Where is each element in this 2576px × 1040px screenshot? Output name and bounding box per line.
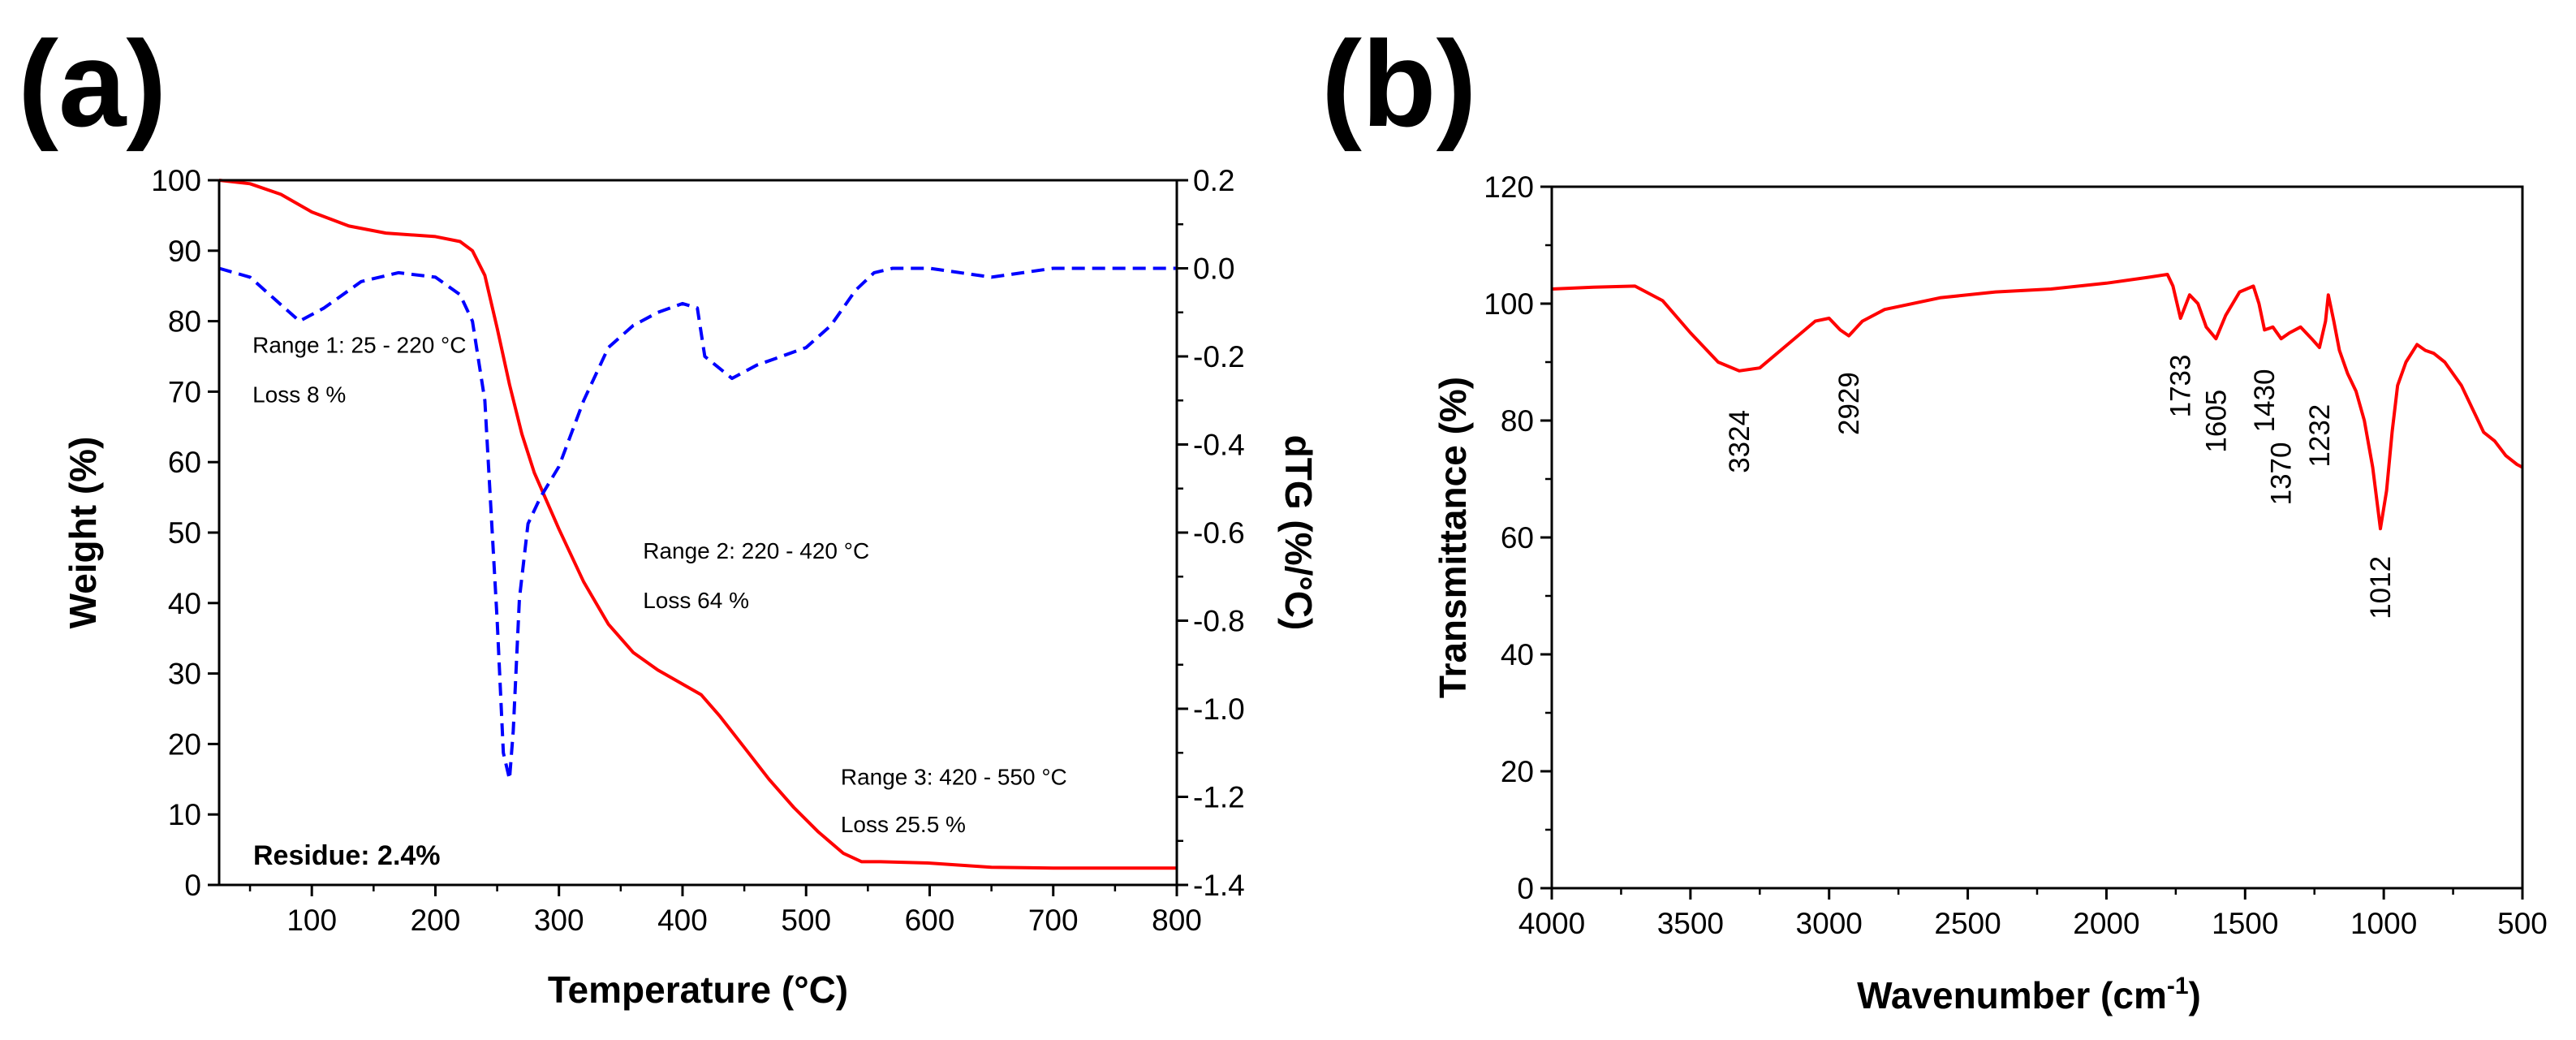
panel-a-letter: (a)	[18, 15, 166, 152]
peak-label: 1605	[2200, 390, 2232, 453]
panel-a-y2-axis-title: dTG (%/°C)	[1277, 435, 1320, 631]
panel-a-annotations: Range 1: 25 - 220 °C Loss 8 % Range 2: 220…	[252, 333, 1067, 837]
y2-tick-label: -1.2	[1193, 781, 1245, 814]
y2-tick-label: -1.0	[1193, 693, 1245, 726]
x-tick-label: 2500	[1934, 907, 2001, 940]
y-tick-label: 30	[168, 658, 201, 691]
y2-tick-label: -0.6	[1193, 516, 1245, 550]
panel-a-residue-label: Residue: 2.4%	[253, 840, 441, 871]
panel-a-y-axis-title: Weight (%)	[62, 437, 104, 629]
x-tick-label: 700	[1028, 904, 1079, 937]
panel-a-x-axis-title: Temperature (°C)	[548, 969, 848, 1011]
range-annotation: Loss 64 %	[643, 588, 749, 613]
y-tick-label: 0	[1517, 872, 1534, 905]
y-tick-label: 80	[1501, 404, 1534, 438]
y-tick-label: 20	[1501, 755, 1534, 788]
y-tick-label: 40	[168, 587, 201, 620]
panel-b-plot-frame	[1550, 185, 2524, 890]
x-tick-label: 2000	[2073, 907, 2139, 940]
y-tick-label: 100	[151, 164, 201, 197]
x-tick-label: 1000	[2350, 907, 2417, 940]
x-tick-label: 3000	[1796, 907, 1863, 940]
panel-a-curves	[218, 179, 1177, 870]
y2-tick-label: 0.2	[1193, 164, 1234, 197]
peak-label: 2929	[1833, 372, 1865, 435]
y2-tick-label: -1.4	[1193, 869, 1245, 902]
panel-b-x-axis-title: Wavenumber (cm-1)	[1857, 973, 2201, 1016]
peak-label: 3324	[1724, 410, 1755, 473]
range-annotation: Loss 25.5 %	[841, 812, 966, 837]
y-tick-label: 70	[168, 375, 201, 408]
x-tick-label: 500	[2497, 907, 2548, 940]
panel-b-letter: (b)	[1321, 15, 1477, 152]
dtg-curve	[218, 266, 1177, 781]
y-tick-label: 50	[168, 516, 201, 550]
y-tick-label: 100	[1484, 287, 1534, 321]
peak-label: 1370	[2266, 442, 2298, 506]
y2-tick-label: -0.4	[1193, 429, 1245, 462]
range-annotation: Range 2: 220 - 420 °C	[643, 538, 869, 563]
panel-b-ftir-chart: (b) 4000 3500 3000 2500 2000 1500 1000 50002040…	[1321, 15, 2548, 1016]
x-tick-label: 800	[1152, 904, 1202, 937]
panel-b-curves	[1551, 273, 2523, 531]
weight-curve	[218, 179, 1177, 870]
y2-tick-label: -0.8	[1193, 605, 1245, 638]
y-tick-label: 0	[184, 869, 201, 902]
x-tick-label: 600	[905, 904, 955, 937]
peak-label: 1012	[2365, 556, 2397, 619]
y2-tick-label: -0.2	[1193, 340, 1245, 373]
y-tick-label: 20	[168, 727, 201, 761]
y-tick-label: 40	[1501, 638, 1534, 671]
peak-label: 1430	[2249, 369, 2281, 433]
y-tick-label: 60	[168, 446, 201, 479]
panel-a-ticks: 100 200 300 400 500 600 700 800 0 10 20 30 40 50 60 70 8…	[151, 164, 1245, 937]
y-tick-label: 90	[168, 235, 201, 268]
transmittance-curve	[1551, 273, 2523, 531]
panel-b-ticks: 4000 3500 3000 2500 2000 1500 1000 500 0 20 40 60 80…	[1484, 170, 2548, 940]
peak-label: 1232	[2304, 404, 2336, 468]
x-tick-label: 4000	[1518, 907, 1585, 940]
y2-tick-label: 0.0	[1193, 252, 1234, 286]
x-tick-label: 500	[781, 904, 831, 937]
y-tick-label: 60	[1501, 521, 1534, 555]
x-tick-label: 400	[657, 904, 708, 937]
y-tick-label: 10	[168, 798, 201, 831]
x-tick-label: 300	[534, 904, 584, 937]
range-annotation: Range 1: 25 - 220 °C	[252, 333, 466, 358]
panel-b-y-axis-title: Transmittance (%)	[1432, 377, 1474, 698]
panel-a-tga-chart: (a) 100 200 300 400 500 600 700 800 0 10 20 30 40 50 6…	[18, 15, 1320, 1011]
y-tick-label: 120	[1484, 170, 1534, 204]
x-tick-label: 1500	[2212, 907, 2278, 940]
y-tick-label: 80	[168, 305, 201, 339]
x-tick-label: 200	[411, 904, 461, 937]
x-tick-label: 3500	[1657, 907, 1724, 940]
x-tick-label: 100	[286, 904, 337, 937]
peak-label: 1733	[2165, 355, 2197, 418]
range-annotation: Range 3: 420 - 550 °C	[841, 765, 1067, 790]
range-annotation: Loss 8 %	[252, 382, 346, 407]
